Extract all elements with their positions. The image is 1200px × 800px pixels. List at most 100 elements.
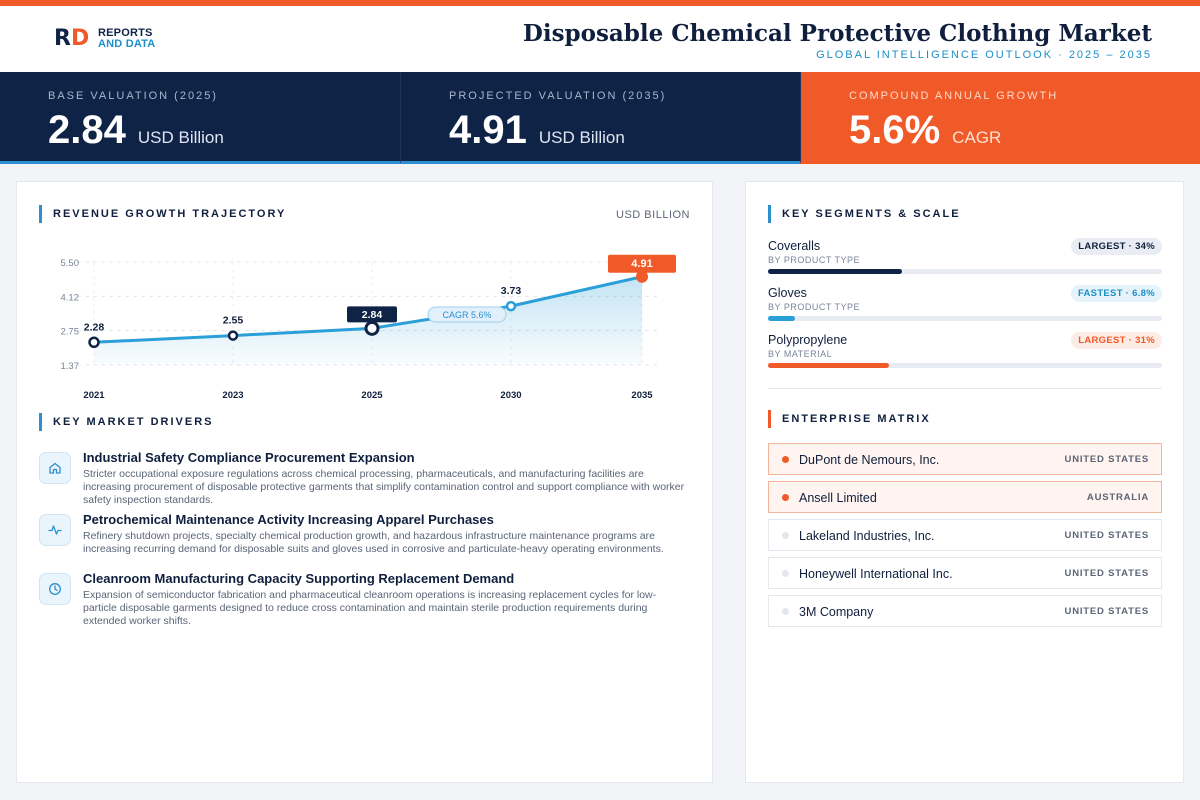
company-name: 3M Company [799,605,874,619]
y-tick-label: 1.37 [61,361,80,372]
header: R D REPORTS AND DATA Disposable Chemical… [0,6,1200,72]
company-country: AUSTRALIA [1086,492,1149,503]
section-title-text: KEY MARKET DRIVERS [53,416,214,428]
x-tick-label: 2021 [83,390,105,401]
x-tick-label: 2023 [222,390,243,401]
driver-item: Cleanroom Manufacturing Capacity Support… [39,569,689,628]
kpi-value: 4.91 [449,108,527,152]
company-name: Ansell Limited [799,491,877,505]
company-country: UNITED STATES [1064,606,1149,617]
driver-description: Refinery shutdown projects, specialty ch… [83,530,664,555]
kpi-projected-valuation: PROJECTED VALUATION (2035) 4.91 USD Bill… [400,72,800,164]
page-title: Disposable Chemical Protective Clothing … [522,20,1152,47]
segment-badge: FASTEST · 6.8% [1070,285,1162,302]
company-row[interactable]: 3M Company UNITED STATES [768,595,1162,627]
data-point [227,330,239,341]
company-country: UNITED STATES [1064,568,1149,579]
enterprise-matrix: DuPont de Nemours, Inc. UNITED STATES An… [768,443,1162,633]
left-panel: REVENUE GROWTH TRAJECTORY USD BILLION 1.… [16,181,713,783]
segment-bar-track [768,269,1162,274]
data-label: 2.28 [84,321,105,333]
company-name: Honeywell International Inc. [799,567,953,581]
section-title-text: REVENUE GROWTH TRAJECTORY [53,208,287,220]
row-indicator-dot [782,570,789,577]
logo-line-1: REPORTS [98,27,153,39]
chart-unit-label: USD BILLION [616,209,690,221]
logo-letter-d: D [71,26,90,51]
activity-icon [39,514,71,546]
cagr-annotation-label: CAGR 5.6% [442,310,491,320]
segment-bar-fill [768,363,889,368]
kpi-cagr: COMPOUND ANNUAL GROWTH 5.6% CAGR [800,72,1200,164]
driver-description: Expansion of semiconductor fabrication a… [83,589,657,627]
data-label: 3.73 [501,285,522,297]
matrix-section-title: ENTERPRISE MATRIX [768,410,931,428]
cagr-annotation: CAGR 5.6% [427,306,507,323]
section-accent [39,205,42,223]
logo-line-2: AND DATA [98,38,156,50]
company-country: UNITED STATES [1064,454,1149,465]
segment-bar-fill [768,316,795,321]
driver-title: Petrochemical Maintenance Activity Incre… [83,512,494,527]
data-point [505,300,517,312]
driver-title: Cleanroom Manufacturing Capacity Support… [83,571,515,586]
segment-category: BY PRODUCT TYPE [768,255,861,265]
segments-section-title: KEY SEGMENTS & SCALE [768,205,961,223]
section-title-text: KEY SEGMENTS & SCALE [782,208,961,220]
kpi-value: 5.6% [849,108,941,152]
driver-item: Industrial Safety Compliance Procurement… [39,448,689,510]
data-label: 2.84 [362,309,383,321]
segment-badge: LARGEST · 34% [1071,238,1162,255]
company-name: DuPont de Nemours, Inc. [799,453,940,467]
row-indicator-dot [782,494,789,501]
segment-name: Polypropylene [768,333,848,347]
segment-category: BY PRODUCT TYPE [768,302,861,312]
x-tick-label: 2025 [361,390,383,401]
kpi-unit: CAGR [952,128,1002,147]
x-tick-label: 2035 [631,390,653,401]
segment-badge: LARGEST · 31% [1071,332,1162,349]
clock-icon [39,573,71,605]
logo-mark: R D [54,28,98,50]
kpi-label: PROJECTED VALUATION (2035) [449,90,667,102]
kpi-label: COMPOUND ANNUAL GROWTH [849,90,1059,102]
y-tick-label: 5.50 [61,258,80,269]
segments-list: Coveralls BY PRODUCT TYPE LARGEST · 34% … [768,238,1162,379]
company-name: Lakeland Industries, Inc. [799,529,935,543]
segment-item: Coveralls BY PRODUCT TYPE LARGEST · 34% [768,238,1162,285]
section-accent [768,410,771,428]
revenue-section-title: REVENUE GROWTH TRAJECTORY [39,205,286,223]
segment-name: Coveralls [768,239,821,253]
company-row[interactable]: DuPont de Nemours, Inc. UNITED STATES [768,443,1162,475]
segment-item: Gloves BY PRODUCT TYPE FASTEST · 6.8% [768,285,1162,332]
company-row[interactable]: Honeywell International Inc. UNITED STAT… [768,557,1162,589]
row-indicator-dot [782,456,789,463]
kpi-unit: USD Billion [137,128,224,147]
brand-logo: R D REPORTS AND DATA [54,28,155,50]
section-divider [768,388,1162,389]
segment-bar-fill [768,269,902,274]
series-area-fill [94,276,642,365]
company-row[interactable]: Ansell Limited AUSTRALIA [768,481,1162,513]
row-indicator-dot [782,532,789,539]
logo-wordmark: REPORTS AND DATA [98,28,155,50]
section-accent [39,413,42,431]
kpi-strip: BASE VALUATION (2025) 2.84 USD Billion P… [0,72,1200,164]
data-label: 4.91 [631,258,652,270]
top-accent-bar [0,0,1200,6]
data-label-box [608,254,676,273]
kpi-label: BASE VALUATION (2025) [48,90,218,102]
data-point [636,270,648,283]
company-row[interactable]: Lakeland Industries, Inc. UNITED STATES [768,519,1162,551]
right-panel: KEY SEGMENTS & SCALE Coveralls BY PRODUC… [745,181,1184,783]
segment-category: BY MATERIAL [768,349,833,359]
company-country: UNITED STATES [1064,530,1149,541]
segment-bar-track [768,363,1162,368]
segment-bar-track [768,316,1162,321]
section-title-text: ENTERPRISE MATRIX [782,413,931,425]
kpi-unit: USD Billion [538,128,625,147]
kpi-value-group: 5.6% CAGR [849,108,1001,153]
driver-item: Petrochemical Maintenance Activity Incre… [39,510,689,569]
y-tick-label: 2.75 [61,327,80,338]
cagr-pill [427,306,507,323]
